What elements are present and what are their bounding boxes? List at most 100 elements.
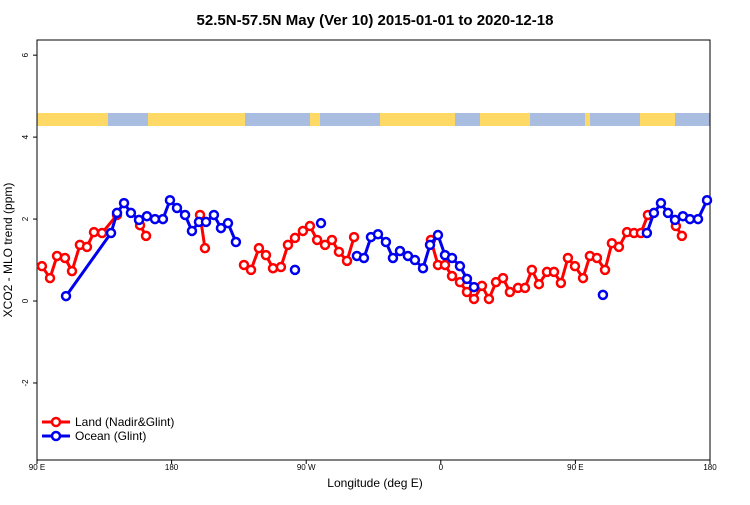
y-tick-label: 0	[21, 298, 30, 303]
point	[81, 241, 93, 253]
point	[548, 266, 560, 278]
x-tick-label: 180	[165, 463, 179, 472]
point	[454, 260, 466, 272]
point	[599, 264, 611, 276]
point	[215, 222, 227, 234]
point	[372, 228, 384, 240]
point	[125, 207, 137, 219]
point	[44, 272, 56, 284]
point	[140, 230, 152, 242]
point	[468, 293, 480, 305]
ocean-strip	[320, 113, 380, 126]
ocean-strip	[590, 113, 640, 126]
y-axis-label: XCO2 - MLO trend (ppm)	[1, 183, 15, 318]
point	[387, 252, 399, 264]
point	[417, 262, 429, 274]
point	[341, 255, 353, 267]
point	[267, 262, 279, 274]
point	[96, 227, 108, 239]
point	[60, 290, 72, 302]
point	[59, 252, 71, 264]
point	[692, 213, 704, 225]
point	[348, 231, 360, 243]
point	[569, 260, 581, 272]
point	[179, 209, 191, 221]
point	[319, 239, 331, 251]
point	[577, 272, 589, 284]
point	[613, 241, 625, 253]
point	[439, 259, 451, 271]
point	[461, 286, 473, 298]
ocean-strip	[455, 113, 480, 126]
ocean-strip	[675, 113, 710, 126]
point	[394, 245, 406, 257]
x-tick-label: 0	[439, 463, 444, 472]
y-tick-label: 4	[21, 134, 30, 139]
y-tick-label: 6	[21, 52, 30, 57]
point	[222, 217, 234, 229]
point	[432, 229, 444, 241]
point	[304, 220, 316, 232]
point	[289, 264, 301, 276]
point	[238, 259, 250, 271]
point	[36, 260, 48, 272]
point	[684, 213, 696, 225]
point	[526, 264, 538, 276]
legend-label: Land (Nadir&Glint)	[75, 415, 174, 429]
land-ocean-strip	[37, 113, 710, 126]
point	[260, 249, 272, 261]
point	[157, 213, 169, 225]
point	[66, 265, 78, 277]
point	[141, 210, 153, 222]
point	[105, 227, 117, 239]
point	[275, 261, 287, 273]
y-tick-label: -2	[21, 379, 30, 387]
point	[409, 254, 421, 266]
point	[88, 226, 100, 238]
point	[669, 214, 681, 226]
x-tick-label: 180	[703, 463, 717, 472]
point	[380, 236, 392, 248]
point	[186, 225, 198, 237]
point	[200, 216, 212, 228]
point	[245, 264, 257, 276]
ocean-strip	[108, 113, 148, 126]
point	[483, 293, 495, 305]
legend-label: Ocean (Glint)	[75, 429, 146, 443]
point	[555, 277, 567, 289]
point	[230, 236, 242, 248]
chart-title: 52.5N-57.5N May (Ver 10) 2015-01-01 to 2…	[197, 12, 554, 29]
point	[468, 281, 480, 293]
point	[311, 234, 323, 246]
point	[562, 252, 574, 264]
point	[461, 273, 473, 285]
point	[662, 207, 674, 219]
point	[118, 197, 130, 209]
point	[424, 239, 436, 251]
plot-frame	[36, 39, 711, 461]
point	[111, 207, 123, 219]
point	[133, 214, 145, 226]
point	[208, 209, 220, 221]
y-tick-label: 2	[21, 216, 30, 221]
x-tick-label: 90 W	[297, 463, 316, 472]
point	[253, 242, 265, 254]
point	[446, 252, 458, 264]
point	[676, 230, 688, 242]
point	[297, 225, 309, 237]
point	[446, 270, 458, 282]
point	[504, 286, 516, 298]
point	[164, 194, 176, 206]
point	[333, 246, 345, 258]
point	[315, 217, 327, 229]
point	[655, 197, 667, 209]
point	[289, 232, 301, 244]
legend-marker	[50, 430, 62, 442]
ocean-strip	[245, 113, 310, 126]
point	[282, 239, 294, 251]
point	[171, 202, 183, 214]
x-tick-label: 90 E	[567, 463, 583, 472]
point	[701, 194, 713, 206]
x-tick-label: 90 E	[29, 463, 45, 472]
